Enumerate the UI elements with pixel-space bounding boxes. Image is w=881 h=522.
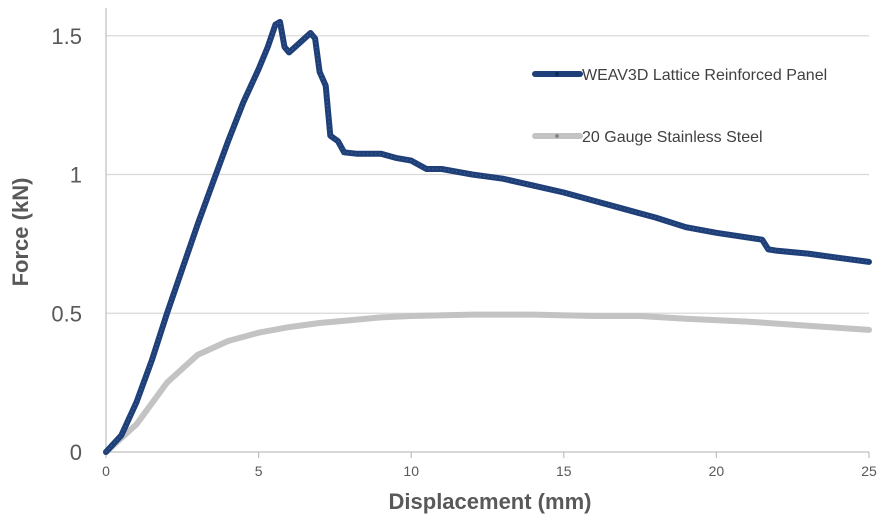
series-line-steel: [103, 311, 872, 455]
y-axis-label: Force (kN): [8, 178, 33, 287]
x-tick-label: 5: [255, 463, 263, 479]
legend-marker-steel: [555, 134, 559, 138]
axis-layer: 0 0.5 1 1.5 0 5 10 15 20 25: [51, 8, 877, 479]
legend-label-steel: 20 Gauge Stainless Steel: [582, 129, 763, 146]
series-line-weav3d: [103, 18, 872, 455]
x-tick-label: 0: [102, 463, 110, 479]
legend-marker-weav3d: [555, 72, 559, 76]
y-tick-label: 1.5: [51, 24, 82, 49]
x-tick-label: 10: [403, 463, 419, 479]
y-tick-label: 1: [70, 163, 82, 188]
y-tick-label: 0.5: [51, 301, 82, 326]
x-tick-label: 25: [861, 463, 877, 479]
x-axis-label: Displacement (mm): [389, 489, 592, 514]
series-line-texture-weav3d: [105, 21, 870, 453]
x-tick-label: 20: [709, 463, 725, 479]
series-layer: [103, 18, 872, 455]
legend: WEAV3D Lattice Reinforced Panel 20 Gauge …: [532, 67, 827, 146]
x-tick-label: 15: [556, 463, 572, 479]
y-tick-label: 0: [70, 440, 82, 465]
legend-label-weav3d: WEAV3D Lattice Reinforced Panel: [582, 67, 827, 84]
